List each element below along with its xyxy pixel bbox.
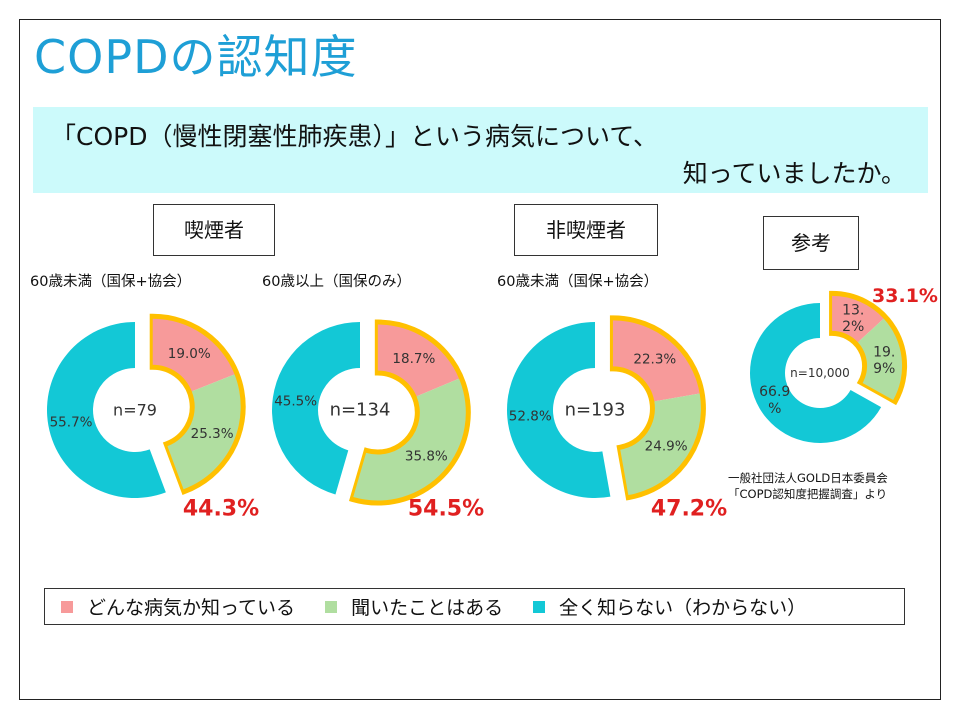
legend-swatch-know [61,600,73,613]
chart-3-subtitle: 60歳未満（国保+協会） [497,274,659,290]
chart-1-segment-heard [167,374,241,490]
source-line-1: 一般社団法人GOLD日本委員会 [728,471,888,485]
chart-1-highlight-outline [149,313,246,495]
chart-2-highlight-total: 54.5% [408,497,484,522]
chart-4-center-label: n=10,000 [790,366,850,380]
chart-3-segment-unknown [507,322,611,498]
chart-1-segment-know [152,318,235,392]
chart-2-center-label: n=134 [330,400,391,421]
chart-2-segment-heard [353,378,466,501]
legend-item-know: どんな病気か知っている [61,593,295,620]
chart-1-subtitle: 60歳未満（国保+協会） [30,274,192,290]
chart-4-segment-heard [857,318,903,401]
source-line-2: 「COPD認知度把握調査」より [728,487,888,501]
chart-2-subtitle: 60歳以上（国保のみ） [262,274,411,290]
chart-1-highlight-total: 44.3% [183,497,259,522]
chart-1-label-know: 19.0% [168,346,211,362]
page-title: COPDの認知度 [34,30,358,84]
legend-label-unknown: 全く知らない（わからない） [559,597,807,619]
chart-1-label-heard: 25.3% [191,426,234,442]
chart-3-highlight-total: 47.2% [651,497,727,522]
legend: どんな病気か知っている 聞いたことはある 全く知らない（わからない） [44,588,905,625]
nonsmoker-group-label: 非喫煙者 [514,204,658,256]
legend-swatch-unknown [533,600,546,613]
legend-swatch-heard [325,600,338,613]
smoker-group-label: 喫煙者 [153,204,275,256]
chart-1-segment-unknown [46,322,166,499]
chart-2-label-know: 18.7% [392,351,435,367]
chart-3-segment-heard [620,393,701,496]
chart-2-segment-unknown [272,322,360,495]
legend-item-unknown: 全く知らない（わからない） [533,593,806,620]
chart-3-center-label: n=193 [565,400,626,421]
chart-2-segment-know [377,324,460,397]
chart-3-segment-know [612,320,700,402]
slide-frame [19,19,941,700]
chart-4-label-unknown: 66.9% [759,384,790,417]
chart-3-label-know: 22.3% [633,351,676,367]
chart-4-segment-know [832,295,884,343]
chart-4-highlight-outline [829,290,908,406]
reference-group-label: 参考 [763,216,859,270]
chart-2-label-unknown: 45.5% [274,394,317,410]
chart-4-segment-unknown [750,303,882,443]
chart-4-label-heard: 19. 9% [873,344,895,377]
chart-4-label-know: 13. 2% [842,302,864,335]
chart-3-label-unknown: 52.8% [509,408,552,424]
chart-1-center-label: n=79 [113,401,157,420]
legend-label-heard: 聞いたことはある [351,597,504,619]
question-banner: 「COPD（慢性閉塞性肺疾患）」という病気について、 知っていましたか。 [33,107,928,193]
chart-2-label-heard: 35.8% [405,449,448,465]
source-note: 一般社団法人GOLD日本委員会 「COPD認知度把握調査」より [728,470,888,502]
legend-item-heard: 聞いたことはある [325,593,503,620]
chart-1-label-unknown: 55.7% [50,414,93,430]
legend-label-know: どんな病気か知っている [87,597,296,619]
chart-3-highlight-outline [609,315,706,501]
chart-2-highlight-outline [348,319,471,506]
question-line-1: 「COPD（慢性閉塞性肺疾患）」という病気について、 [51,122,658,151]
chart-4-highlight-total: 33.1% [872,285,938,307]
question-line-2: 知っていましたか。 [682,159,906,188]
chart-3-label-heard: 24.9% [645,439,688,455]
